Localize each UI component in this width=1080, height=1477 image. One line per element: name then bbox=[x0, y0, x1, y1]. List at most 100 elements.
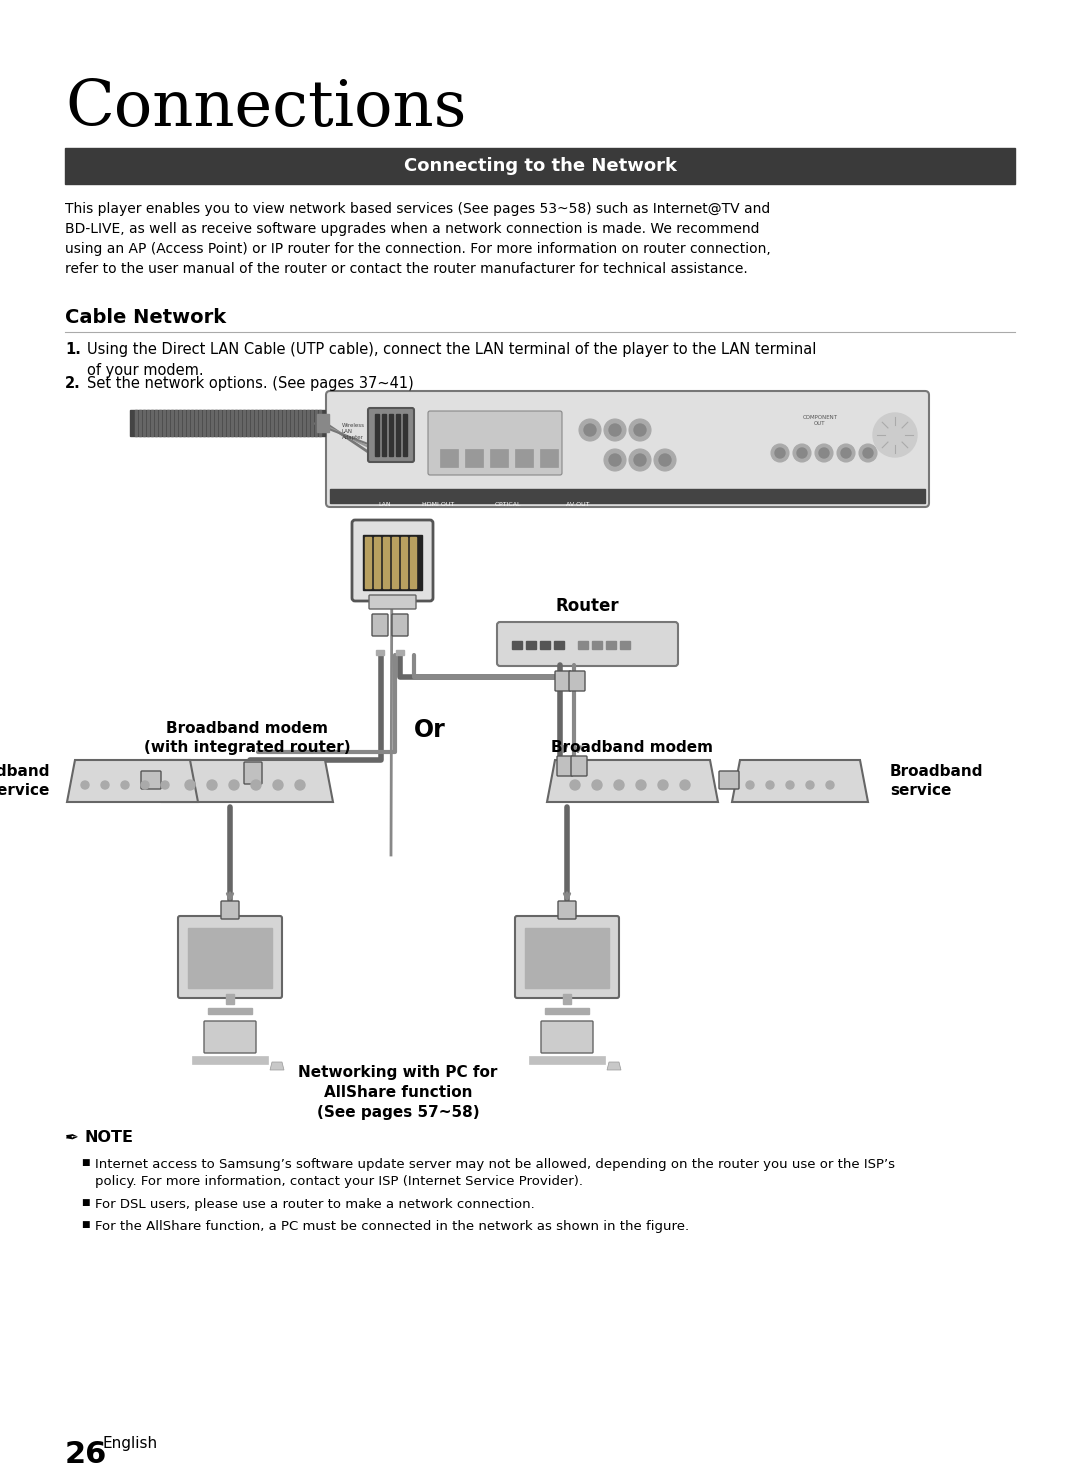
Bar bbox=[135, 411, 137, 436]
Bar bbox=[151, 411, 153, 436]
Circle shape bbox=[579, 419, 600, 442]
Bar bbox=[291, 411, 293, 436]
Circle shape bbox=[806, 781, 814, 789]
Bar bbox=[396, 650, 404, 654]
FancyBboxPatch shape bbox=[555, 671, 571, 691]
Bar bbox=[299, 411, 301, 436]
FancyBboxPatch shape bbox=[569, 671, 585, 691]
FancyBboxPatch shape bbox=[541, 1021, 593, 1053]
Circle shape bbox=[570, 780, 580, 790]
Text: ■: ■ bbox=[81, 1158, 90, 1167]
Circle shape bbox=[863, 448, 873, 458]
Bar bbox=[279, 411, 281, 436]
Bar bbox=[620, 641, 630, 648]
Bar bbox=[243, 411, 245, 436]
Text: AV OUT: AV OUT bbox=[566, 502, 590, 507]
Bar bbox=[235, 411, 237, 436]
Bar bbox=[139, 411, 141, 436]
Bar bbox=[211, 411, 213, 436]
Text: 26: 26 bbox=[65, 1440, 107, 1470]
Bar bbox=[65, 148, 1015, 185]
Text: Or: Or bbox=[414, 718, 446, 741]
Bar bbox=[512, 641, 522, 648]
Circle shape bbox=[766, 781, 774, 789]
FancyBboxPatch shape bbox=[428, 411, 562, 476]
FancyBboxPatch shape bbox=[369, 595, 416, 609]
Bar bbox=[592, 641, 602, 648]
Bar bbox=[167, 411, 168, 436]
Circle shape bbox=[815, 445, 833, 462]
Bar bbox=[195, 411, 197, 436]
Circle shape bbox=[873, 414, 917, 456]
Text: Cable Network: Cable Network bbox=[65, 309, 226, 326]
Bar bbox=[392, 538, 399, 588]
FancyBboxPatch shape bbox=[372, 614, 388, 637]
Bar bbox=[374, 538, 380, 588]
Circle shape bbox=[295, 780, 305, 790]
FancyBboxPatch shape bbox=[392, 614, 408, 637]
Bar bbox=[175, 411, 177, 436]
Text: Set the network options. (See pages 37~41): Set the network options. (See pages 37~4… bbox=[87, 377, 414, 391]
Text: 1.: 1. bbox=[65, 343, 81, 357]
Circle shape bbox=[680, 780, 690, 790]
Text: Connections: Connections bbox=[65, 78, 467, 139]
Bar bbox=[179, 411, 181, 436]
Bar bbox=[365, 538, 372, 588]
Bar bbox=[222, 411, 225, 436]
Bar bbox=[188, 928, 272, 988]
Text: Connecting to the Network: Connecting to the Network bbox=[404, 157, 676, 174]
Bar bbox=[147, 411, 149, 436]
Circle shape bbox=[786, 781, 794, 789]
Bar bbox=[440, 449, 458, 467]
FancyBboxPatch shape bbox=[515, 916, 619, 998]
Bar bbox=[563, 994, 571, 1004]
Circle shape bbox=[797, 448, 807, 458]
Bar bbox=[540, 641, 550, 648]
Bar bbox=[295, 411, 297, 436]
Bar bbox=[156, 411, 157, 436]
Text: Broadband modem: Broadband modem bbox=[551, 740, 713, 755]
Circle shape bbox=[771, 445, 789, 462]
Polygon shape bbox=[546, 761, 718, 802]
Circle shape bbox=[207, 780, 217, 790]
Bar bbox=[319, 411, 321, 436]
Bar bbox=[283, 411, 285, 436]
Bar bbox=[239, 411, 241, 436]
FancyBboxPatch shape bbox=[244, 762, 262, 784]
FancyBboxPatch shape bbox=[719, 771, 739, 789]
Circle shape bbox=[841, 448, 851, 458]
Circle shape bbox=[609, 453, 621, 467]
Text: For the AllShare function, a PC must be connected in the network as shown in the: For the AllShare function, a PC must be … bbox=[95, 1220, 689, 1233]
Bar bbox=[382, 414, 386, 456]
Bar bbox=[526, 641, 536, 648]
Bar bbox=[227, 411, 229, 436]
Bar bbox=[271, 411, 273, 436]
Bar bbox=[191, 411, 193, 436]
Polygon shape bbox=[732, 761, 868, 802]
Bar bbox=[247, 411, 249, 436]
Circle shape bbox=[659, 453, 671, 467]
Bar bbox=[226, 994, 234, 1004]
Circle shape bbox=[229, 780, 239, 790]
Bar bbox=[465, 449, 483, 467]
Circle shape bbox=[819, 448, 829, 458]
FancyBboxPatch shape bbox=[497, 622, 678, 666]
Bar bbox=[307, 411, 309, 436]
Circle shape bbox=[634, 424, 646, 436]
Bar bbox=[207, 411, 210, 436]
Circle shape bbox=[251, 780, 261, 790]
Bar bbox=[318, 414, 329, 431]
FancyBboxPatch shape bbox=[352, 520, 433, 601]
Bar bbox=[183, 411, 185, 436]
Text: LAN: LAN bbox=[379, 502, 391, 507]
Bar bbox=[159, 411, 161, 436]
Circle shape bbox=[102, 781, 109, 789]
Circle shape bbox=[604, 419, 626, 442]
FancyBboxPatch shape bbox=[178, 916, 282, 998]
Circle shape bbox=[121, 781, 129, 789]
Circle shape bbox=[609, 424, 621, 436]
FancyBboxPatch shape bbox=[368, 408, 414, 462]
Text: ✒: ✒ bbox=[65, 1130, 79, 1148]
FancyBboxPatch shape bbox=[204, 1021, 256, 1053]
Bar bbox=[192, 1056, 268, 1063]
